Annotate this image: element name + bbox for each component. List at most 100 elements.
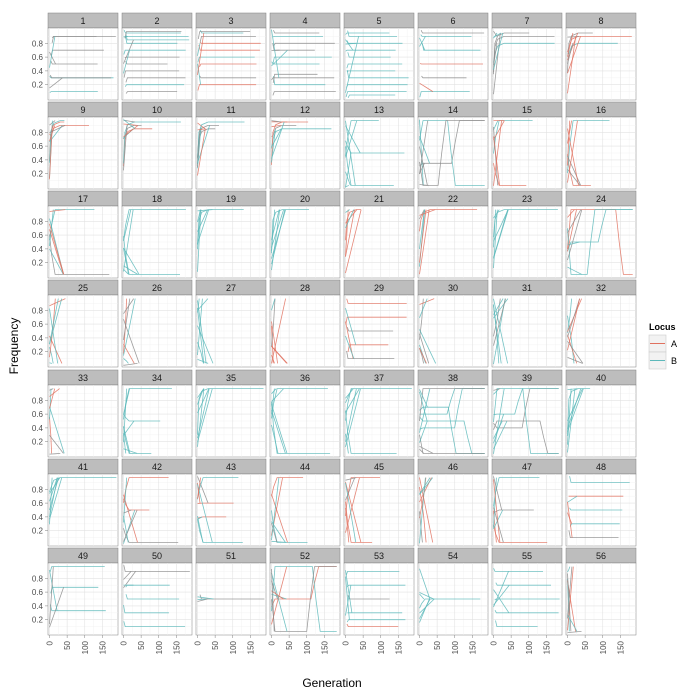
series-line [271, 494, 288, 543]
series-line [493, 420, 508, 450]
series-line [568, 530, 619, 538]
series-line [347, 94, 396, 98]
series-line [271, 354, 275, 364]
series-line [123, 265, 139, 275]
series-line [123, 269, 129, 275]
series-line [567, 128, 579, 186]
series-line [419, 348, 427, 364]
series-line [49, 477, 58, 518]
series-line [493, 209, 509, 258]
panel-strip-label: 23 [522, 194, 532, 204]
series-line [419, 209, 436, 216]
panel-strip-label: 25 [78, 283, 88, 293]
series-line [493, 571, 509, 608]
series-line [419, 389, 428, 408]
series-line [197, 388, 210, 414]
panel-47: 47 [491, 458, 563, 547]
series-line [419, 477, 434, 495]
series-line [493, 298, 508, 364]
series-line [271, 568, 275, 632]
series-line [271, 128, 282, 148]
series-line [419, 487, 427, 543]
series-line [49, 91, 98, 93]
series-line [345, 42, 357, 45]
series-line [49, 74, 112, 79]
y-tick-label: 0.4 [32, 334, 44, 343]
panel-strip-label: 47 [522, 462, 532, 472]
series-line [347, 595, 390, 600]
panel-strip-label: 21 [374, 194, 384, 204]
series-line [567, 120, 578, 183]
panel-5: 5 [343, 12, 415, 101]
series-line [271, 321, 278, 364]
panel-strip-label: 12 [300, 105, 310, 115]
series-line [419, 209, 427, 263]
series-line [345, 171, 351, 186]
series-line [345, 585, 352, 616]
series-line [199, 75, 257, 79]
series-line [493, 388, 505, 454]
series-line [49, 209, 66, 212]
series-line [345, 209, 350, 213]
x-tick-label: 0 [46, 640, 55, 645]
panel-strip-label: 35 [226, 373, 236, 383]
panel-strip-label: 28 [300, 283, 310, 293]
series-line [493, 298, 509, 319]
series-line [567, 36, 581, 74]
series-line [123, 119, 136, 130]
series-line [49, 453, 61, 455]
y-tick-label: 0.6 [32, 320, 44, 329]
y-tick-label: 0.8 [32, 128, 44, 137]
panel-strip-label: 54 [448, 551, 458, 561]
series-line [123, 319, 140, 364]
series-line [345, 120, 379, 157]
series-line [345, 125, 361, 154]
panel-strip-label: 52 [300, 551, 310, 561]
series-line [419, 477, 434, 543]
series-line [271, 566, 337, 632]
series-line [124, 31, 182, 39]
panel-32: 32 [565, 279, 637, 368]
series-line [199, 30, 244, 34]
panel-52: 52 0 50 100 150 [268, 547, 341, 654]
series-line [567, 573, 572, 632]
series-line [567, 341, 584, 364]
series-line [49, 36, 56, 68]
series-line [419, 120, 485, 186]
panel-49: 49 0.2 0.4 0.6 0.8 0 50 100 150 [32, 547, 119, 654]
panel-strip-label: 24 [596, 194, 606, 204]
x-tick-label: 50 [63, 640, 72, 649]
series-line [419, 329, 437, 364]
series-line [494, 610, 559, 614]
panel-39: 39 [491, 369, 563, 458]
series-line [197, 128, 201, 167]
panel-1: 1 0.2 0.4 0.6 0.8 [32, 12, 119, 101]
series-line [345, 209, 349, 257]
series-line [345, 501, 373, 543]
panel-40: 40 [565, 369, 637, 458]
series-line [197, 209, 244, 245]
series-line [493, 507, 504, 543]
series-line [567, 209, 633, 275]
series-line [567, 495, 578, 503]
panel-43: 43 [195, 458, 267, 547]
series-line [197, 476, 209, 504]
series-line [347, 344, 389, 353]
series-line [419, 136, 430, 164]
series-line [493, 32, 501, 95]
panel-36: 36 [269, 369, 341, 458]
panel-38: 38 [417, 369, 489, 458]
panel-4: 4 [269, 12, 341, 101]
panel-strip-label: 17 [78, 194, 88, 204]
series-line [49, 120, 65, 163]
series-line [271, 510, 308, 543]
series-line [567, 209, 582, 233]
panel-15: 15 [491, 101, 563, 190]
series-line [419, 592, 434, 600]
series-line [123, 509, 138, 542]
series-line [567, 580, 576, 632]
series-line [419, 388, 485, 421]
legend-entry-a: A [648, 334, 677, 353]
series-line [125, 36, 178, 44]
series-line [345, 146, 394, 186]
